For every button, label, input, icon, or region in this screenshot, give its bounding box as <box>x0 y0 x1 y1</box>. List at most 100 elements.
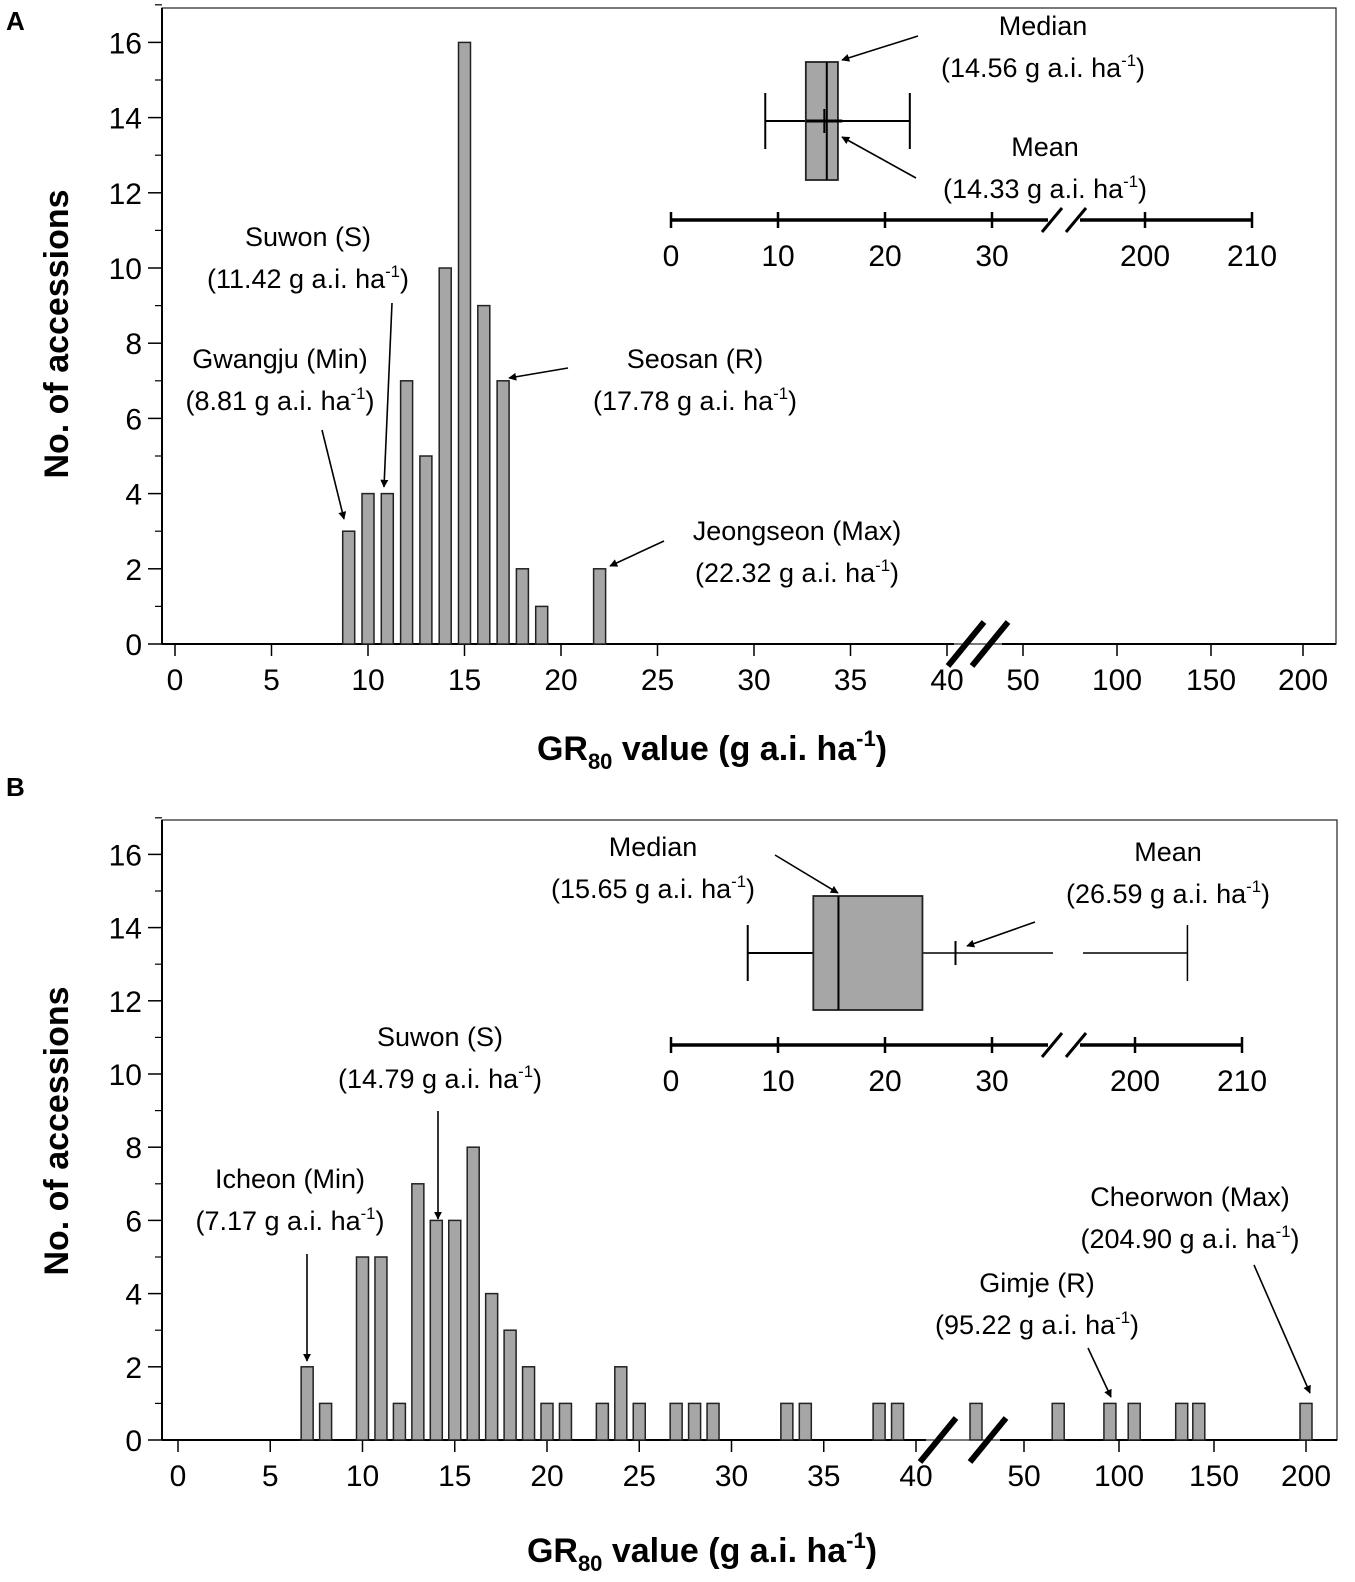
y-tick-label: 16 <box>109 27 142 60</box>
annotation-arrow <box>609 540 665 567</box>
y-tick-label: 6 <box>125 403 142 436</box>
inset-tick-label: 200 <box>1120 240 1170 273</box>
mean-value: (14.33 g a.i. ha-1) <box>943 172 1147 204</box>
x-tick-label: 40 <box>930 664 963 697</box>
y-tick-label: 16 <box>109 839 142 872</box>
annotation-arrow <box>380 302 393 488</box>
annotation-value: (204.90 g a.i. ha-1) <box>1080 1222 1299 1254</box>
annotation-arrow <box>1253 1264 1311 1394</box>
plot-frame <box>161 819 1338 1441</box>
x-tick-label: 0 <box>170 1460 187 1493</box>
histogram-bar <box>687 1402 702 1441</box>
y-tick-label: 10 <box>109 253 142 286</box>
histogram-bar <box>503 1329 517 1441</box>
inset-tick-label: 30 <box>975 1065 1008 1098</box>
annotation-name: Gimje (R) <box>979 1268 1095 1298</box>
annotation-name: Suwon (S) <box>245 222 371 252</box>
axis-break-mark <box>967 1416 1009 1464</box>
median-label: Median <box>999 11 1088 41</box>
y-axis-label: No. of accessions <box>38 189 76 478</box>
y-tick-label: 10 <box>109 1059 142 1092</box>
x-tick-label: 25 <box>641 664 674 697</box>
histogram-bar <box>380 492 395 645</box>
inset-tick-label: 200 <box>1110 1065 1160 1098</box>
x-tick-label: 30 <box>715 1460 748 1493</box>
annotation-name: Suwon (S) <box>377 1022 503 1052</box>
histogram-bar <box>1103 1402 1117 1441</box>
inset-break-mark <box>1064 1032 1088 1058</box>
histogram-bar <box>457 41 472 645</box>
histogram-bar <box>614 1366 628 1441</box>
histogram-bar <box>466 1146 480 1441</box>
box-iqr <box>812 895 924 1011</box>
x-tick-label: 150 <box>1186 664 1236 697</box>
histogram-bar <box>798 1402 813 1441</box>
annotation-name: Seosan (R) <box>627 344 764 374</box>
y-tick-label: 4 <box>125 479 142 512</box>
mean-arrow <box>841 136 917 179</box>
x-tick-label: 5 <box>263 664 280 697</box>
x-tick-label: 100 <box>1094 1460 1144 1493</box>
histogram-bar <box>515 568 530 645</box>
y-tick-label: 2 <box>125 1352 142 1385</box>
y-tick-label: 14 <box>109 103 142 136</box>
annotation-name: Gwangju (Min) <box>192 344 368 374</box>
histogram-bar <box>872 1402 886 1441</box>
inset-tick-label: 20 <box>868 240 901 273</box>
annotation-name: Icheon (Min) <box>215 1164 365 1194</box>
inset-tick-label: 20 <box>868 1065 901 1098</box>
histogram-bar <box>484 1292 499 1441</box>
histogram-bar <box>361 492 375 645</box>
annotation-value: (14.79 g a.i. ha-1) <box>338 1062 542 1094</box>
x-tick-label: 35 <box>834 664 867 697</box>
inset-tick-label: 210 <box>1227 240 1277 273</box>
histogram-bar <box>780 1402 794 1441</box>
histogram-bar <box>521 1366 536 1441</box>
histogram-bar <box>706 1402 720 1441</box>
x-tick-label: 100 <box>1092 664 1142 697</box>
annotation-name: Jeongseon (Max) <box>693 516 902 546</box>
x-tick-label: 50 <box>1007 1460 1040 1493</box>
inset-break-mark <box>1040 1032 1064 1058</box>
histogram-bar <box>669 1402 683 1441</box>
median-value: (15.65 g a.i. ha-1) <box>551 872 755 904</box>
x-tick-label: 150 <box>1189 1460 1239 1493</box>
x-axis-label: GR80 value (g a.i. ha-1) <box>537 726 887 774</box>
x-tick-label: 20 <box>544 664 577 697</box>
histogram-bar <box>399 380 414 645</box>
mean-value: (26.59 g a.i. ha-1) <box>1066 877 1270 909</box>
inset-tick-label: 10 <box>761 1065 794 1098</box>
mean-label: Mean <box>1011 132 1079 162</box>
histogram-bar <box>540 1402 554 1441</box>
histogram-bar <box>558 1402 573 1441</box>
inset-break-mark <box>1040 207 1064 233</box>
x-tick-label: 15 <box>438 1460 471 1493</box>
annotation-arrow <box>1087 1347 1112 1398</box>
histogram-bar <box>1127 1402 1141 1441</box>
mean-arrow <box>966 921 1036 948</box>
histogram-bar <box>595 1402 610 1441</box>
x-tick-label: 10 <box>351 664 384 697</box>
annotation-value: (7.17 g a.i. ha-1) <box>195 1204 384 1236</box>
histogram-bar <box>355 1256 370 1441</box>
y-tick-label: 2 <box>125 554 142 587</box>
y-tick-label: 4 <box>125 1279 142 1312</box>
x-tick-label: 50 <box>1006 664 1039 697</box>
axis-break-mark <box>917 1416 959 1464</box>
x-tick-label: 200 <box>1281 1460 1331 1493</box>
inset-tick-label: 210 <box>1217 1065 1267 1098</box>
x-tick-label: 5 <box>262 1460 279 1493</box>
histogram-bar <box>1192 1402 1206 1441</box>
x-tick-label: 10 <box>346 1460 379 1493</box>
x-axis-label: GR80 value (g a.i. ha-1) <box>527 1528 877 1576</box>
median-arrow <box>841 35 919 62</box>
histogram-bar <box>300 1366 314 1441</box>
median-arrow <box>774 854 839 894</box>
axis-break-mark <box>945 620 987 668</box>
histogram-bar <box>374 1256 388 1441</box>
x-tick-label: 35 <box>807 1460 840 1493</box>
y-tick-label: 12 <box>109 986 142 1019</box>
panel-label-b: B <box>6 772 25 802</box>
annotation-value: (95.22 g a.i. ha-1) <box>935 1308 1139 1340</box>
